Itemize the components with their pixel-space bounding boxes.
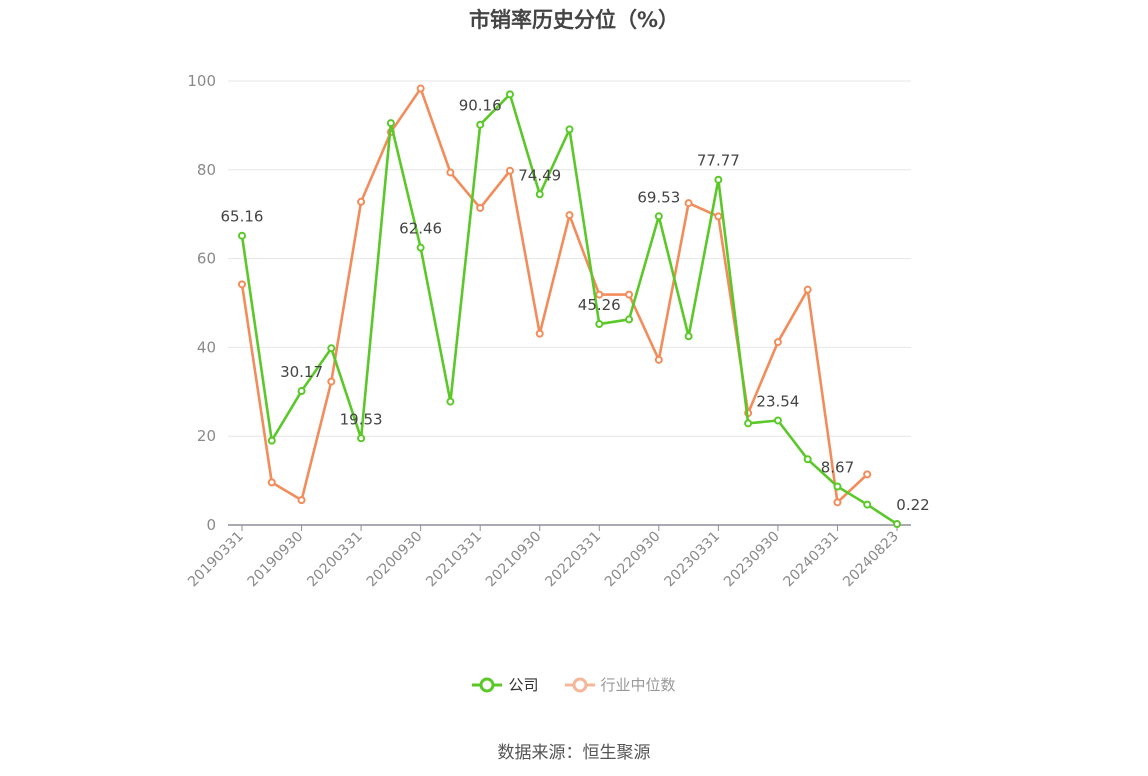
data-label: 74.49 (518, 166, 561, 184)
industry-median-point (416, 84, 425, 93)
x-tick-label: 20230331 (661, 529, 723, 591)
company-point (446, 397, 455, 406)
company-point (476, 120, 485, 129)
data-label: 30.17 (280, 363, 323, 381)
company-point (833, 482, 842, 491)
x-tick-label: 20210930 (483, 529, 545, 591)
legend-industry-marker-icon (564, 677, 595, 692)
data-label: 62.46 (399, 220, 442, 238)
data-label: 77.77 (697, 152, 740, 170)
industry-median-point (684, 199, 693, 208)
y-tick-label: 20 (197, 427, 216, 445)
data-labels: 65.16 30.17 19.53 62.46 90.16 74.49 45.26 69.53… (221, 97, 930, 514)
industry-median-point (833, 498, 842, 507)
axes: 0 20 40 60 80 100 2019033120190930202003312020… (185, 72, 911, 590)
company-point (416, 243, 425, 252)
data-label: 23.54 (756, 392, 799, 410)
industry-median-point (565, 211, 574, 220)
data-label: 90.16 (459, 97, 502, 115)
data-label: 19.53 (340, 410, 383, 428)
y-tick-label: 0 (206, 516, 216, 534)
company-point (238, 231, 246, 240)
company-point (744, 419, 753, 428)
x-tick-label: 20220331 (542, 529, 604, 591)
company-point (505, 90, 514, 99)
y-tick-label: 80 (197, 161, 216, 179)
data-label: 45.26 (578, 296, 621, 314)
grid-lines (228, 80, 911, 437)
company-point (684, 332, 693, 341)
y-tick-label: 100 (187, 72, 216, 90)
x-tick-label: 20190331 (185, 529, 247, 591)
company-point (714, 175, 723, 184)
industry-median-point (714, 212, 723, 221)
company-point (803, 455, 812, 464)
industry-median-point (357, 197, 366, 206)
data-label: 8.67 (821, 459, 854, 477)
x-tick-label: 20230930 (721, 529, 783, 591)
company-point (595, 320, 604, 329)
company-point (654, 212, 663, 221)
industry-median-point (476, 203, 485, 212)
company-point (773, 416, 782, 425)
industry-median-point (267, 478, 276, 487)
company-point (357, 434, 366, 443)
data-label: 69.53 (637, 188, 680, 206)
legend-label-industry-median: 行业中位数 (600, 676, 676, 694)
line-chart: 0 20 40 60 80 100 2019033120190930202003312020… (185, 72, 930, 590)
legend-company-marker-icon (472, 677, 503, 692)
industry-median-point (773, 338, 782, 347)
company-point (267, 436, 276, 445)
industry-median-line (240, 87, 869, 504)
data-source: 数据来源：恒生聚源 (497, 743, 651, 763)
company-point (297, 387, 306, 396)
company-point (863, 500, 872, 509)
company-point (535, 190, 544, 199)
x-tick-label: 20200930 (364, 529, 426, 591)
industry-median-point (297, 496, 306, 505)
x-tick-label: 20240823 (840, 529, 902, 591)
company-point (893, 520, 901, 529)
industry-median-point (803, 285, 812, 294)
data-label: 0.22 (896, 496, 929, 514)
legend-item-company[interactable]: 公司 (472, 674, 539, 695)
company-point (386, 119, 395, 128)
data-label: 65.16 (221, 208, 264, 226)
industry-median-point (654, 355, 663, 364)
company-point (327, 344, 336, 353)
company-line (240, 93, 898, 526)
industry-median-point (446, 168, 455, 177)
y-tick-label: 60 (197, 250, 216, 268)
industry-median-point (863, 470, 872, 479)
industry-median-point (535, 329, 544, 338)
legend: 公司 行业中位数 (0, 674, 1148, 695)
industry-median-point (505, 166, 514, 175)
legend-label-company: 公司 (508, 676, 539, 694)
company-point (565, 125, 574, 134)
x-tick-label: 20190930 (245, 529, 307, 591)
x-tick-label: 20200331 (304, 529, 366, 591)
industry-median-point (625, 290, 634, 299)
company-point (625, 315, 634, 324)
x-tick-label: 20210331 (423, 529, 485, 591)
industry-median-point (595, 290, 604, 299)
industry-median-point (238, 280, 246, 289)
x-tick-label: 20220930 (602, 529, 664, 591)
industry-median-point (327, 377, 336, 386)
x-tick-label: 20240331 (781, 529, 843, 591)
series-lines (238, 84, 901, 529)
legend-item-industry-median[interactable]: 行业中位数 (564, 674, 676, 695)
chart-title: 市销率历史分位（%） (468, 8, 680, 32)
y-tick-label: 40 (197, 338, 216, 356)
